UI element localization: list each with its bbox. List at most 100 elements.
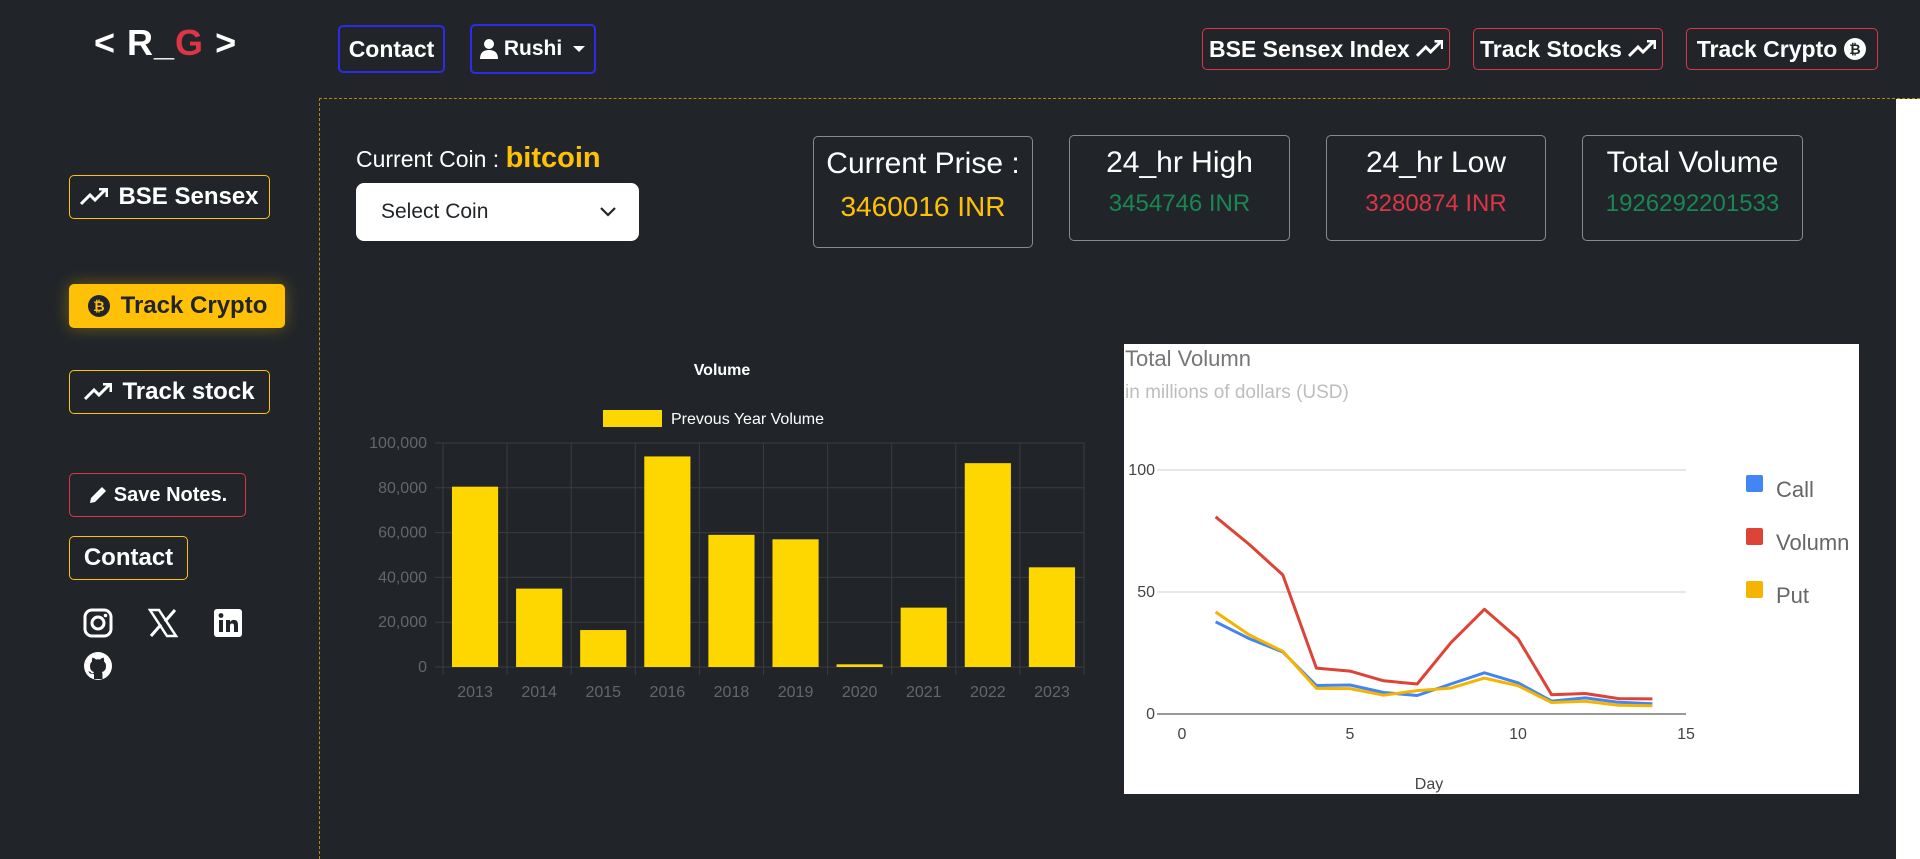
logo-text-g: G xyxy=(175,22,205,63)
svg-text:₿: ₿ xyxy=(93,298,104,314)
total-volume-line-chart-container: Total Volumn in millions of dollars (USD… xyxy=(1124,344,1859,794)
stat-title: 24_hr High xyxy=(1106,146,1253,179)
caret-down-icon xyxy=(573,46,586,52)
x-tick-label: 2013 xyxy=(457,684,493,701)
bar-2015[interactable] xyxy=(580,630,627,667)
sidebar-contact-label: Contact xyxy=(83,544,174,571)
sidebar-item-track-stock[interactable]: Track stock xyxy=(69,370,270,414)
stat-title: Current Prise : xyxy=(826,147,1020,180)
logo-text-right: > xyxy=(204,22,238,63)
scrollbar[interactable] xyxy=(1896,99,1920,859)
stat-value: 3460016 INR xyxy=(840,191,1006,222)
coin-select-placeholder: Select Coin xyxy=(381,200,489,223)
x-tick-label: 2018 xyxy=(714,684,750,701)
x-tick-label: 15 xyxy=(1677,726,1695,743)
bar-2018[interactable] xyxy=(708,534,755,667)
x-tick-label: 2019 xyxy=(778,684,814,701)
nav-bse-sensex-label: BSE Sensex Index xyxy=(1209,35,1410,62)
series-line-put[interactable] xyxy=(1214,610,1653,708)
x-tick-label: 2015 xyxy=(585,684,621,701)
chevron-down-icon xyxy=(600,207,616,217)
total-volume-line-chart: Total Volumn in millions of dollars (USD… xyxy=(1125,346,1849,793)
y-tick-label: 20,000 xyxy=(378,614,427,631)
current-coin: Current Coin : bitcoin xyxy=(356,142,601,175)
x-tick-label: 2023 xyxy=(1034,684,1070,701)
bar-2021[interactable] xyxy=(900,607,947,667)
x-tick-label: 5 xyxy=(1346,726,1355,743)
legend-swatch xyxy=(1746,581,1763,598)
user-name: Rushi xyxy=(503,37,563,60)
stat-card-current-price: Current Prise : 3460016 INR xyxy=(813,136,1033,248)
legend-label: Call xyxy=(1776,477,1814,502)
bar-2013[interactable] xyxy=(451,486,499,667)
sidebar-contact-button[interactable]: Contact xyxy=(69,536,188,580)
x-tick-label: 10 xyxy=(1509,726,1527,743)
x-tick-label: 2014 xyxy=(521,684,557,701)
bitcoin-icon: ₿ xyxy=(1844,38,1867,60)
stat-value: 3454746 INR xyxy=(1108,190,1251,217)
header-contact-label: Contact xyxy=(348,35,435,62)
sidebar-item-label: BSE Sensex xyxy=(118,183,259,210)
save-notes-label: Save Notes. xyxy=(113,483,228,506)
stat-card-24hr-low: 24_hr Low 3280874 INR xyxy=(1326,135,1546,241)
y-tick-label: 100,000 xyxy=(369,435,427,452)
trend-up-icon xyxy=(1627,40,1656,58)
bitcoin-icon: ₿ xyxy=(87,295,110,317)
header-contact-button[interactable]: Contact xyxy=(338,25,445,73)
logo[interactable]: < R_G > xyxy=(94,22,237,64)
legend-swatch xyxy=(1746,528,1763,545)
instagram-icon[interactable] xyxy=(82,607,114,639)
current-coin-name: bitcoin xyxy=(505,142,601,174)
sidebar-item-label: Track stock xyxy=(122,378,255,405)
nav-track-crypto[interactable]: Track Crypto ₿ xyxy=(1686,28,1878,70)
x-tick-label: 2021 xyxy=(906,684,942,701)
github-icon[interactable] xyxy=(82,650,114,682)
logo-text-left: < R_ xyxy=(94,22,176,63)
stat-title: Total Volume xyxy=(1606,146,1779,179)
legend-swatch xyxy=(603,410,662,427)
pencil-icon xyxy=(89,487,106,503)
nav-track-crypto-label: Track Crypto xyxy=(1696,35,1838,62)
bar-2016[interactable] xyxy=(644,456,691,667)
chart-title: Total Volumn xyxy=(1125,346,1251,371)
stat-card-total-volume: Total Volume 1926292201533 xyxy=(1582,135,1803,241)
y-tick-label: 0 xyxy=(418,659,427,676)
sidebar-item-label: Track Crypto xyxy=(120,292,268,319)
legend-label: Put xyxy=(1776,583,1809,608)
y-tick-label: 0 xyxy=(1146,706,1155,723)
bar-2020[interactable] xyxy=(836,664,883,667)
nav-track-stocks-label: Track Stocks xyxy=(1480,35,1622,62)
legend-label: Volumn xyxy=(1776,530,1849,555)
bar-2022[interactable] xyxy=(964,463,1011,667)
trend-up-icon xyxy=(1415,40,1443,57)
linkedin-icon[interactable] xyxy=(212,607,244,639)
nav-bse-sensex-index[interactable]: BSE Sensex Index xyxy=(1202,28,1450,70)
nav-track-stocks[interactable]: Track Stocks xyxy=(1473,28,1663,70)
sidebar-item-track-crypto[interactable]: ₿ Track Crypto xyxy=(69,284,285,328)
x-tick-label: 2022 xyxy=(970,684,1006,701)
x-tick-label: 2016 xyxy=(650,684,686,701)
stat-card-24hr-high: 24_hr High 3454746 INR xyxy=(1069,135,1290,241)
x-tick-label: 2020 xyxy=(842,684,878,701)
y-tick-label: 80,000 xyxy=(378,480,427,497)
sidebar-item-bse-sensex[interactable]: BSE Sensex xyxy=(69,175,270,219)
x-icon[interactable] xyxy=(147,607,179,639)
stat-title: 24_hr Low xyxy=(1365,146,1507,179)
y-tick-label: 50 xyxy=(1137,584,1155,601)
chart-subtitle: in millions of dollars (USD) xyxy=(1125,382,1349,403)
bar-2019[interactable] xyxy=(772,539,819,667)
y-tick-label: 60,000 xyxy=(378,525,427,542)
stat-value: 3280874 INR xyxy=(1365,190,1507,217)
bar-2023[interactable] xyxy=(1028,567,1076,667)
svg-text:₿: ₿ xyxy=(1850,41,1861,57)
save-notes-button[interactable]: Save Notes. xyxy=(69,473,246,517)
series-line-volumn[interactable] xyxy=(1214,515,1653,701)
legend-swatch xyxy=(1746,475,1763,492)
bar-2014[interactable] xyxy=(516,588,563,667)
user-dropdown-button[interactable]: Rushi xyxy=(470,24,596,74)
coin-select[interactable]: Select Coin xyxy=(356,183,639,241)
current-coin-label: Current Coin : xyxy=(356,146,500,172)
stat-value: 1926292201533 xyxy=(1605,190,1780,217)
main-panel xyxy=(319,98,1920,859)
x-tick-label: 0 xyxy=(1178,726,1187,743)
